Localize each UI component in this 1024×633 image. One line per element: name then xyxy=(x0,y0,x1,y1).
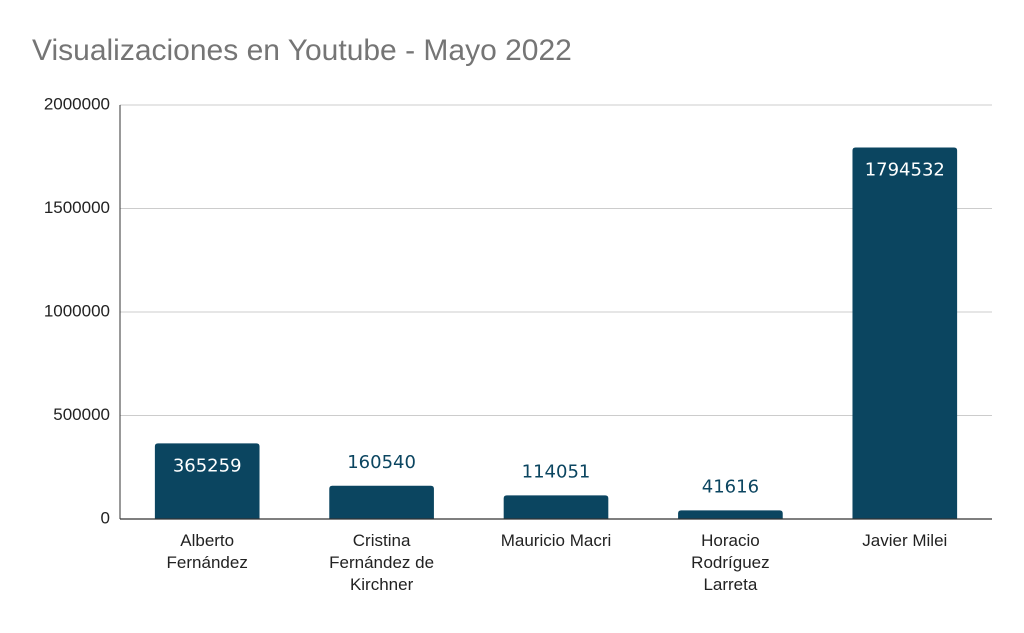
bar xyxy=(154,443,260,519)
y-tick-label: 1000000 xyxy=(44,301,110,320)
y-tick-label: 1500000 xyxy=(44,198,110,217)
y-tick-label: 2000000 xyxy=(44,94,110,113)
x-tick-label: Alberto Fernández xyxy=(166,531,248,572)
bar xyxy=(503,495,609,519)
y-tick-label: 500000 xyxy=(53,405,110,424)
bar xyxy=(678,510,783,519)
data-label: 365259 xyxy=(173,455,242,476)
data-label: 114051 xyxy=(522,461,591,482)
x-tick-label: Horacio Rodríguez Larreta xyxy=(691,531,770,594)
y-tick-label: 0 xyxy=(101,508,110,527)
data-label: 41616 xyxy=(702,476,759,497)
x-tick-label: Javier Milei xyxy=(862,531,948,550)
data-label: 1794532 xyxy=(865,160,945,181)
x-tick-label: Mauricio Macri xyxy=(500,531,612,550)
data-label: 160540 xyxy=(347,452,416,473)
bar xyxy=(852,147,958,520)
x-tick-label: Cristina Fernández de Kirchner xyxy=(329,531,435,594)
chart-title: Visualizaciones en Youtube - Mayo 2022 xyxy=(32,34,572,67)
bar xyxy=(329,485,434,519)
